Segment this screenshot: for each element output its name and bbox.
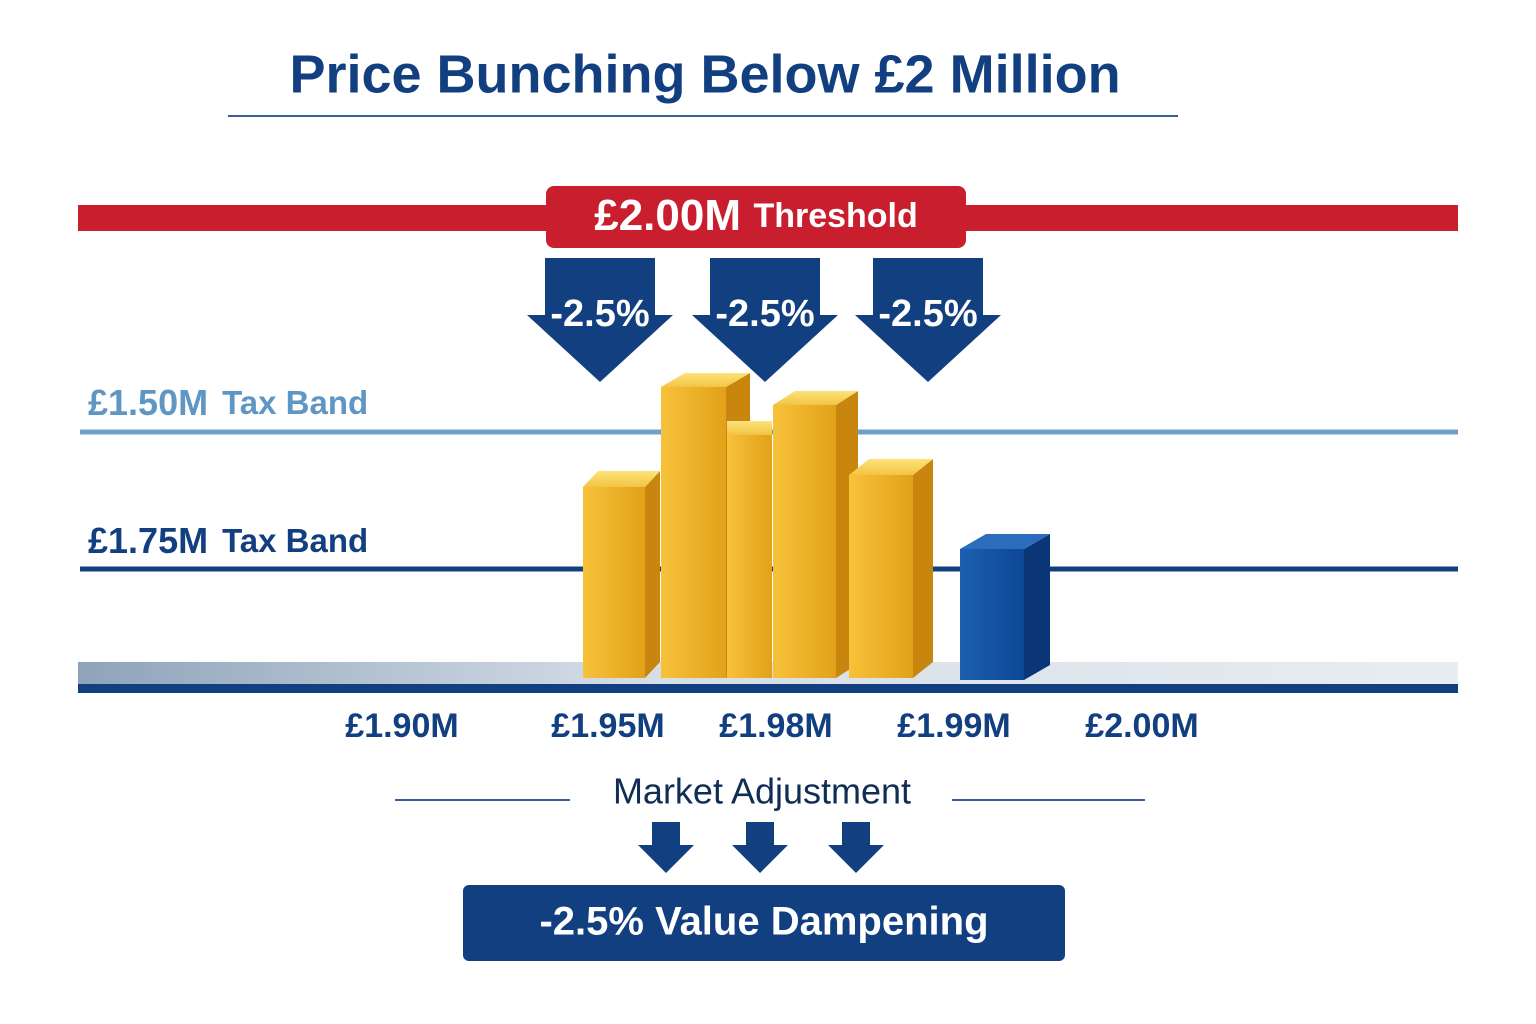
bar-top <box>849 459 933 475</box>
bar-side <box>645 471 660 678</box>
adjustment: Market Adjustment <box>613 771 911 812</box>
down-arrow <box>692 258 838 382</box>
small-arrow <box>638 822 694 873</box>
band-amount: £1.50M <box>88 382 208 423</box>
result-box <box>463 885 1065 961</box>
threshold-text: £2.00M Threshold <box>594 191 918 240</box>
band-text: £1.50M Tax Band <box>88 382 368 423</box>
x-labels: £1.90M £1.95M £1.98M £1.99M £2.00M <box>345 707 1198 745</box>
bar <box>583 487 645 678</box>
bar-top <box>773 391 858 405</box>
result: -2.5% Value Dampening <box>539 900 988 944</box>
x-label: £1.99M <box>897 707 1010 745</box>
small-arrow <box>732 822 788 873</box>
x-label: £1.98M <box>719 707 832 745</box>
x-label: £1.90M <box>345 707 458 745</box>
bar <box>727 435 772 678</box>
bar <box>960 549 1024 680</box>
band-label: Tax Band <box>222 522 368 559</box>
arrow-label: -2.5% <box>878 293 977 335</box>
bar-side <box>913 459 933 678</box>
bar-top <box>661 373 750 387</box>
bars <box>583 373 1050 680</box>
bar-top <box>727 421 772 435</box>
small-arrow <box>828 822 884 873</box>
arrow-label: -2.5% <box>715 293 814 335</box>
bar <box>773 405 836 678</box>
band-amount: £1.75M <box>88 520 208 561</box>
threshold-amount: £2.00M <box>594 191 741 240</box>
band-text: £1.75M Tax Band <box>88 520 368 561</box>
down-arrow <box>527 258 673 382</box>
bar-top <box>960 534 1050 549</box>
small-arrows <box>638 822 884 873</box>
title: Price Bunching Below £2 Million <box>289 44 1120 104</box>
arrow-label: -2.5% <box>550 293 649 335</box>
threshold-badge <box>546 186 966 248</box>
arrows: -2.5% -2.5% -2.5% <box>527 258 1001 382</box>
bar-side <box>1024 534 1050 680</box>
down-arrow <box>855 258 1001 382</box>
band-label: Tax Band <box>222 384 368 421</box>
x-label: £2.00M <box>1085 707 1198 745</box>
x-label: £1.95M <box>551 707 664 745</box>
bar <box>661 387 726 678</box>
bar <box>849 475 913 678</box>
baseline <box>78 684 1458 693</box>
bar-top <box>583 471 660 487</box>
threshold-label: Threshold <box>753 197 917 235</box>
